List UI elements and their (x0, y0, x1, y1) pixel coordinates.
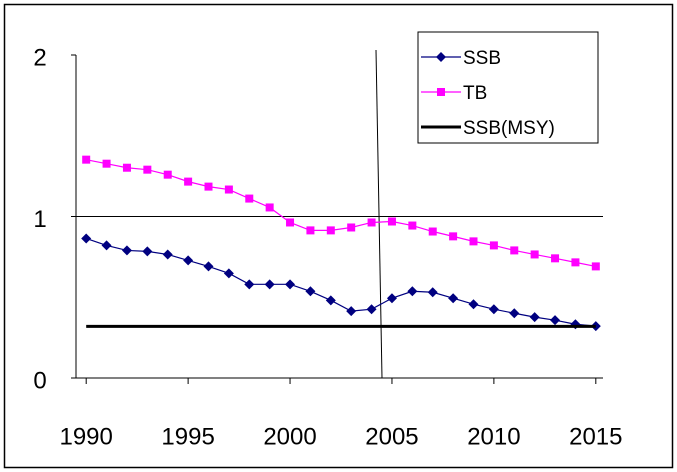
data-point (489, 241, 498, 250)
data-point (408, 221, 417, 230)
x-tick-label: 1990 (59, 423, 112, 450)
data-point (510, 246, 519, 255)
data-point (427, 287, 438, 298)
data-point (366, 304, 377, 315)
data-point (204, 182, 213, 191)
data-point (305, 286, 316, 297)
data-point (264, 279, 275, 290)
data-point (449, 232, 458, 241)
data-point (244, 279, 255, 290)
data-point (488, 304, 499, 315)
x-tick-label: 1995 (161, 423, 214, 450)
data-point (530, 250, 539, 259)
x-tick-label: 2000 (263, 423, 316, 450)
data-point (183, 255, 194, 266)
data-point (203, 261, 214, 272)
legend-marker (437, 88, 445, 96)
x-tick-label: 2015 (569, 423, 622, 450)
data-point (122, 163, 131, 172)
data-point (162, 249, 173, 260)
data-point (121, 245, 132, 256)
data-point (551, 254, 560, 263)
data-point (286, 218, 295, 227)
data-point (407, 286, 418, 297)
data-point (285, 279, 296, 290)
legend-label: TB (463, 83, 487, 104)
legend-box (417, 31, 599, 144)
data-point (591, 262, 600, 271)
legend-label: SSB (463, 48, 501, 69)
data-point (529, 312, 540, 323)
x-tick-label: 2005 (365, 423, 418, 450)
series-line (86, 159, 596, 267)
data-point (142, 246, 153, 257)
data-point (509, 308, 520, 319)
data-point (326, 226, 335, 235)
data-point (469, 237, 478, 246)
legend-label: SSB(MSY) (463, 118, 555, 139)
data-point (245, 194, 254, 203)
data-point (306, 226, 315, 235)
frame (3, 3, 674, 469)
legend-marker (436, 52, 446, 62)
data-point (82, 155, 91, 164)
data-point (184, 177, 193, 186)
data-point (81, 233, 92, 244)
data-point (468, 299, 479, 310)
data-point (571, 258, 580, 267)
y-tick-label: 2 (33, 44, 46, 71)
data-point (102, 159, 111, 168)
x-tick-label: 2010 (467, 423, 520, 450)
data-point (223, 268, 234, 279)
data-point (550, 315, 561, 326)
data-point (387, 217, 396, 226)
data-point (448, 293, 459, 304)
vertical-marker (375, 49, 383, 379)
data-point (163, 170, 172, 179)
y-tick-label: 0 (33, 367, 46, 394)
data-point (346, 306, 357, 317)
data-point (224, 185, 233, 194)
data-point (143, 165, 152, 174)
data-point (428, 227, 437, 236)
data-point (325, 295, 336, 306)
data-point (386, 293, 397, 304)
data-point (265, 203, 274, 212)
data-point (367, 218, 376, 227)
data-point (101, 240, 112, 251)
data-point (347, 223, 356, 232)
y-tick-label: 1 (33, 206, 46, 233)
